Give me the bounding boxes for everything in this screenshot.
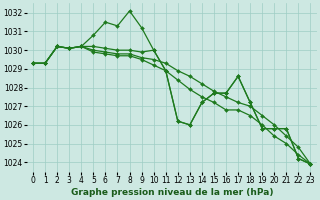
X-axis label: Graphe pression niveau de la mer (hPa): Graphe pression niveau de la mer (hPa) xyxy=(70,188,273,197)
